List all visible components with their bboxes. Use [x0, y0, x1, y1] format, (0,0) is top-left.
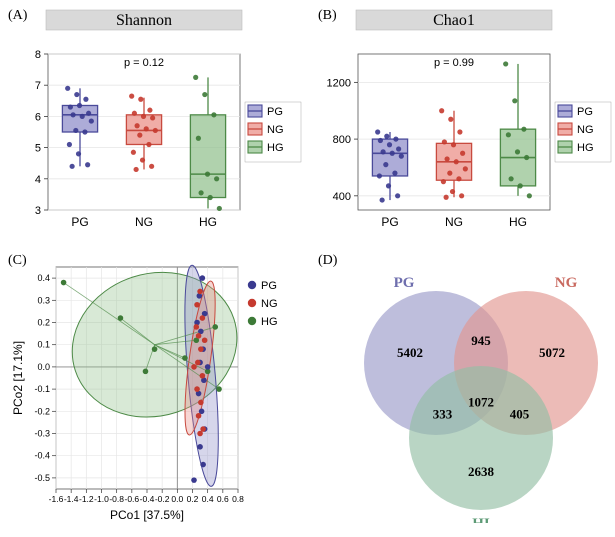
panel-A-label: (A) — [8, 8, 27, 24]
svg-text:HG: HG — [261, 316, 278, 328]
svg-text:-0.1: -0.1 — [34, 384, 50, 394]
svg-text:PG: PG — [577, 106, 593, 118]
svg-text:NG: NG — [267, 124, 284, 136]
chao1-boxplot: Chao1 400 800 1200 PG NG HG p = 0.99 PG NG HG — [318, 8, 615, 238]
svg-text:PG: PG — [381, 215, 398, 229]
svg-text:-1.2: -1.2 — [79, 494, 94, 504]
svg-text:Shannon: Shannon — [116, 12, 172, 29]
panel-B: (B) Chao1 400 800 1200 PG NG HG p = 0.99 PG NG HG — [318, 8, 615, 243]
panel-C-label: (C) — [8, 253, 27, 269]
svg-text:2638: 2638 — [468, 464, 495, 479]
svg-text:8: 8 — [35, 49, 41, 61]
svg-text:PG: PG — [267, 106, 283, 118]
svg-text:-0.8: -0.8 — [109, 494, 124, 504]
svg-text:NG: NG — [445, 215, 463, 229]
svg-text:0.2: 0.2 — [37, 318, 50, 328]
svg-text:-1.6: -1.6 — [49, 494, 64, 504]
svg-text:3: 3 — [35, 205, 41, 217]
panel-A: (A) Shannon 3 4 5 6 7 8 PG NG HG p = 0.12 PG NG HG — [8, 8, 308, 243]
svg-text:5072: 5072 — [539, 345, 565, 360]
svg-text:405: 405 — [510, 407, 530, 422]
svg-text:NG: NG — [261, 298, 278, 310]
panel-D-label: (D) — [318, 253, 337, 269]
svg-text:-0.2: -0.2 — [155, 494, 170, 504]
svg-text:0.4: 0.4 — [202, 494, 214, 504]
svg-text:333: 333 — [433, 407, 453, 422]
svg-text:HG: HG — [267, 142, 284, 154]
svg-text:1200: 1200 — [327, 77, 351, 89]
svg-text:0.0: 0.0 — [171, 494, 183, 504]
svg-text:0.6: 0.6 — [217, 494, 229, 504]
svg-text:Chao1: Chao1 — [433, 12, 475, 29]
panel-B-label: (B) — [318, 8, 337, 24]
svg-text:NG: NG — [135, 215, 153, 229]
svg-text:5: 5 — [35, 143, 41, 155]
svg-text:-0.6: -0.6 — [125, 494, 140, 504]
svg-text:p = 0.12: p = 0.12 — [124, 57, 164, 69]
svg-text:-0.2: -0.2 — [34, 406, 50, 416]
pcoa-plot: -1.6-1.4-1.2-1.0-0.8-0.6-0.4-0.20.00.20.… — [8, 253, 298, 523]
svg-text:5402: 5402 — [397, 345, 423, 360]
svg-text:7: 7 — [35, 80, 41, 92]
svg-text:HI: HI — [472, 516, 490, 523]
svg-text:HG: HG — [509, 215, 527, 229]
svg-text:PG: PG — [394, 275, 415, 291]
svg-text:PCo1 [37.5%]: PCo1 [37.5%] — [110, 508, 184, 522]
svg-text:-1.0: -1.0 — [94, 494, 109, 504]
svg-text:p = 0.99: p = 0.99 — [434, 57, 474, 69]
venn-diagram: PG NG HI 5402 5072 2638 945 333 405 1072 — [318, 253, 615, 523]
svg-text:0.2: 0.2 — [187, 494, 199, 504]
svg-text:NG: NG — [577, 124, 594, 136]
svg-text:PCo2 [17.1%]: PCo2 [17.1%] — [11, 341, 25, 415]
svg-text:PG: PG — [261, 280, 277, 292]
panel-C: (C) -1.6-1.4-1.2-1.0-0.8-0.6-0.4-0.20.00… — [8, 253, 308, 528]
svg-text:-0.4: -0.4 — [34, 451, 50, 461]
svg-text:0.0: 0.0 — [37, 362, 50, 372]
svg-text:NG: NG — [555, 275, 578, 291]
shannon-boxplot: Shannon 3 4 5 6 7 8 PG NG HG p = 0.12 PG NG HG — [8, 8, 308, 238]
svg-text:400: 400 — [333, 191, 351, 203]
svg-text:945: 945 — [471, 333, 491, 348]
svg-text:4: 4 — [35, 174, 41, 186]
svg-text:0.8: 0.8 — [232, 494, 244, 504]
svg-text:-0.4: -0.4 — [140, 494, 155, 504]
svg-text:HG: HG — [199, 215, 217, 229]
svg-text:-0.3: -0.3 — [34, 429, 50, 439]
svg-text:0.4: 0.4 — [37, 273, 50, 283]
svg-text:6: 6 — [35, 111, 41, 123]
svg-text:0.1: 0.1 — [37, 340, 50, 350]
svg-text:-0.5: -0.5 — [34, 473, 50, 483]
svg-text:PG: PG — [71, 215, 88, 229]
svg-text:HG: HG — [577, 142, 594, 154]
svg-text:1072: 1072 — [468, 395, 494, 410]
svg-text:800: 800 — [333, 134, 351, 146]
svg-text:-1.4: -1.4 — [64, 494, 79, 504]
panel-D: (D) PG NG HI 5402 5072 2638 945 333 405 1072 — [318, 253, 615, 528]
svg-text:0.3: 0.3 — [37, 295, 50, 305]
